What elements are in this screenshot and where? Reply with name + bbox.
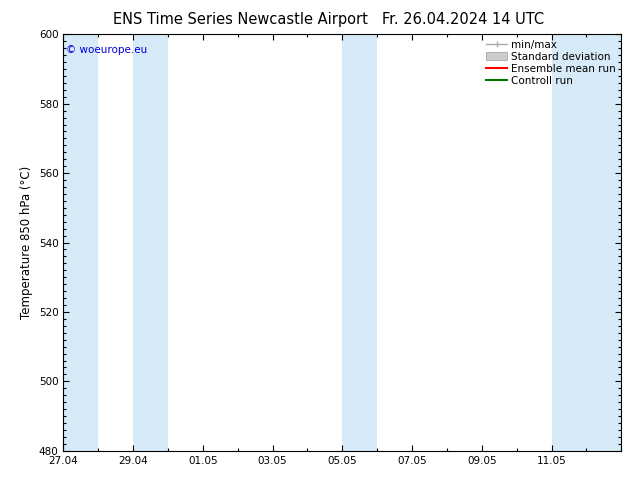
Legend: min/max, Standard deviation, Ensemble mean run, Controll run: min/max, Standard deviation, Ensemble me…	[483, 36, 619, 89]
Y-axis label: Temperature 850 hPa (°C): Temperature 850 hPa (°C)	[20, 166, 33, 319]
Text: Fr. 26.04.2024 14 UTC: Fr. 26.04.2024 14 UTC	[382, 12, 544, 27]
Text: ENS Time Series Newcastle Airport: ENS Time Series Newcastle Airport	[113, 12, 368, 27]
Bar	[63, 34, 98, 451]
Bar	[133, 34, 168, 451]
Bar	[552, 34, 621, 451]
Bar	[342, 34, 377, 451]
Text: © woeurope.eu: © woeurope.eu	[66, 45, 148, 55]
